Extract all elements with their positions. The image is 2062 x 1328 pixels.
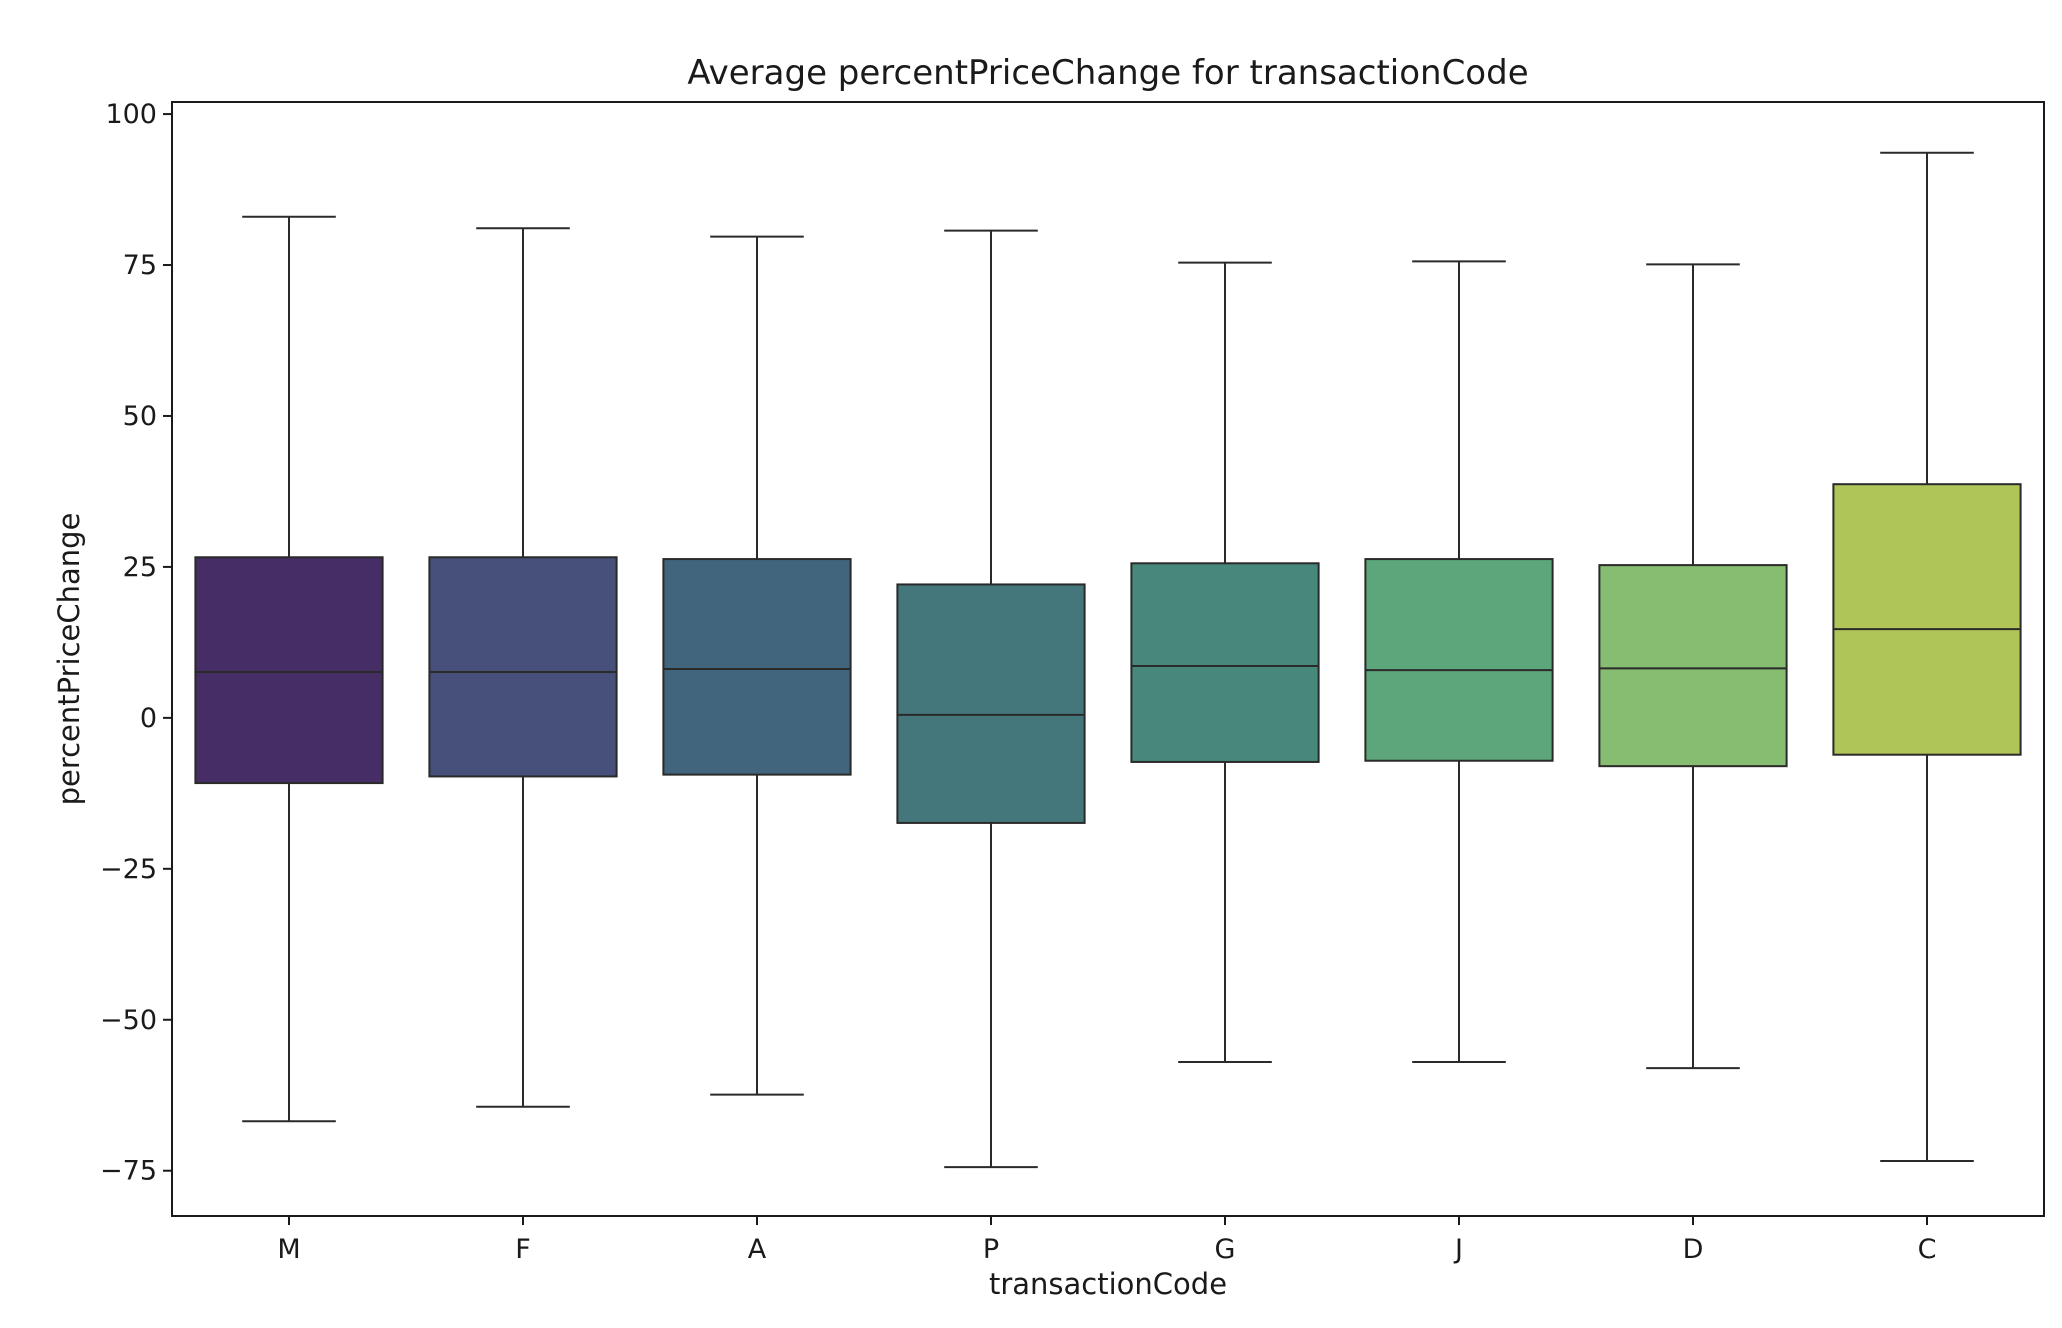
x-tick-label: M bbox=[277, 1234, 300, 1265]
y-tick-label: 25 bbox=[123, 552, 157, 583]
x-tick-label: F bbox=[515, 1234, 531, 1265]
box-group-J bbox=[1364, 260, 1554, 1064]
iqr-box bbox=[1598, 564, 1788, 768]
y-tick-label: −75 bbox=[100, 1156, 157, 1187]
y-tick-label: 0 bbox=[140, 703, 157, 734]
box-group-D bbox=[1598, 263, 1788, 1070]
box-group-G bbox=[1130, 261, 1320, 1064]
plot-frame bbox=[171, 101, 2045, 1217]
box-group-M bbox=[194, 215, 384, 1123]
y-tick-label: −50 bbox=[100, 1005, 157, 1036]
box-group-P bbox=[896, 229, 1086, 1169]
x-tick-label: A bbox=[748, 1234, 767, 1265]
y-tick-label: −25 bbox=[100, 854, 157, 885]
iqr-box bbox=[428, 556, 618, 778]
y-tick-label: 75 bbox=[123, 250, 157, 281]
box-group-A bbox=[662, 235, 852, 1096]
x-tick-label: J bbox=[1453, 1234, 1463, 1265]
box-group-F bbox=[428, 227, 618, 1108]
iqr-box bbox=[662, 558, 852, 776]
x-axis-label: transactionCode bbox=[989, 1267, 1227, 1301]
x-tick-label: P bbox=[983, 1234, 999, 1265]
y-tick-label: 50 bbox=[123, 401, 157, 432]
iqr-box bbox=[896, 583, 1086, 824]
boxes-layer bbox=[194, 151, 2022, 1169]
chart-title: Average percentPriceChange for transacti… bbox=[687, 53, 1528, 93]
iqr-box bbox=[1130, 562, 1320, 763]
iqr-box bbox=[194, 556, 384, 785]
iqr-box bbox=[1832, 483, 2022, 756]
x-tick-label: C bbox=[1918, 1234, 1937, 1265]
x-tick-label: G bbox=[1215, 1234, 1236, 1265]
x-tick-label: D bbox=[1683, 1234, 1704, 1265]
y-tick-label: 100 bbox=[105, 99, 157, 130]
iqr-box bbox=[1364, 558, 1554, 762]
box-group-C bbox=[1832, 151, 2022, 1163]
y-axis-label: percentPriceChange bbox=[52, 513, 86, 806]
ticks-layer: 100 75 50 25 0 −25 −50 −75 M F A P G J D C bbox=[100, 99, 1936, 1265]
